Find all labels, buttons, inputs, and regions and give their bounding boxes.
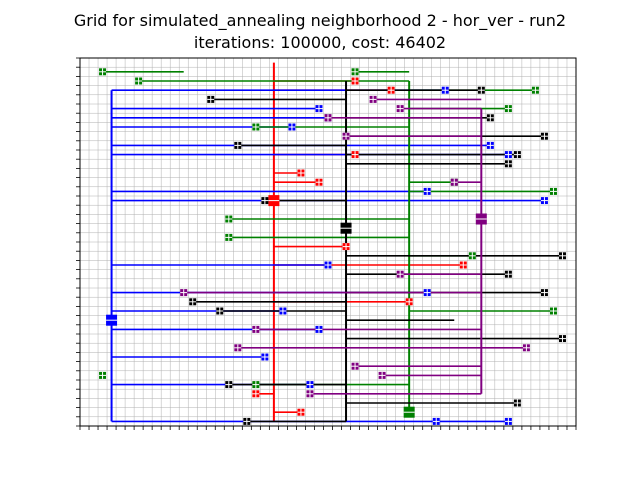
plot-frame bbox=[79, 57, 577, 427]
wire-layer bbox=[102, 62, 563, 423]
grid-lines bbox=[79, 57, 577, 427]
chart-subtitle: iterations: 100000, cost: 46402 bbox=[193, 33, 447, 52]
chart-title: Grid for simulated_annealing neighborhoo… bbox=[73, 11, 567, 30]
tick-layer bbox=[76, 57, 577, 430]
pin-layer bbox=[99, 68, 566, 425]
